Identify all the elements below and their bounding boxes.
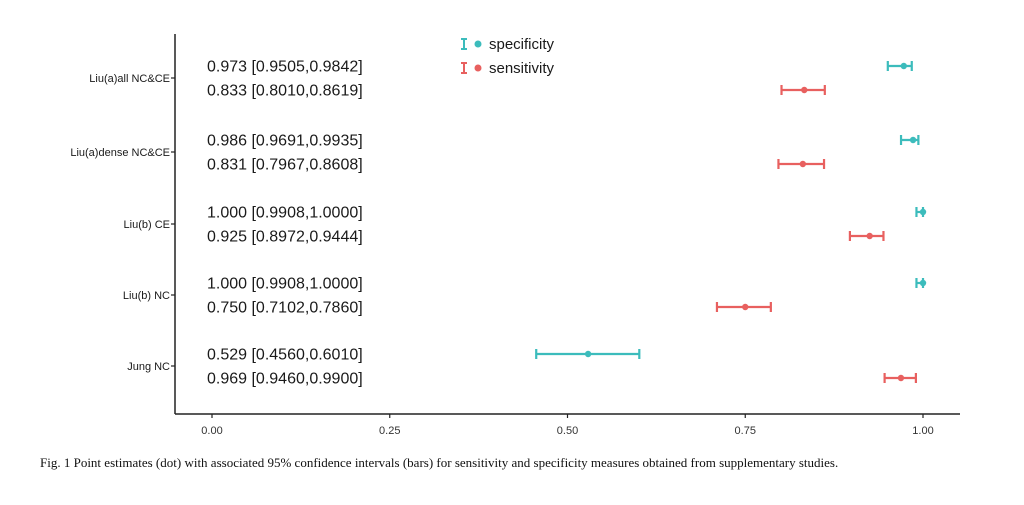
x-tick-label: 1.00	[912, 425, 933, 437]
sensitivity-estimate-label: 0.969 [0.9460,0.9900]	[207, 371, 363, 388]
specificity-point-estimate	[919, 208, 927, 216]
x-tick-label: 0.00	[201, 425, 222, 437]
legend-label-sensitivity: sensitivity	[489, 60, 555, 77]
study-label: Liu(b) NC	[123, 290, 170, 302]
x-tick-label: 0.25	[379, 425, 400, 437]
sensitivity-estimate-label: 0.925 [0.8972,0.9444]	[207, 229, 363, 246]
specificity-estimate-label: 0.529 [0.4560,0.6010]	[207, 347, 363, 364]
specificity-estimate-label: 0.973 [0.9505,0.9842]	[207, 59, 363, 76]
study-label: Liu(b) CE	[124, 219, 170, 231]
estimate-labels: 0.973 [0.9505,0.9842] 0.833 [0.8010,0.861…	[207, 59, 363, 388]
study-label: Liu(a)all NC&CE	[89, 73, 170, 85]
specificity-point-estimate	[919, 279, 927, 287]
confidence-interval-marks	[535, 61, 927, 383]
sensitivity-estimate-label: 0.750 [0.7102,0.7860]	[207, 300, 363, 317]
sensitivity-estimate-label: 0.833 [0.8010,0.8619]	[207, 83, 363, 100]
sensitivity-estimate-label: 0.831 [0.7967,0.8608]	[207, 157, 363, 174]
x-tick-label: 0.75	[735, 425, 756, 437]
figure-caption: Fig. 1 Point estimates (dot) with associ…	[40, 455, 839, 470]
sensitivity-point-estimate	[742, 303, 749, 311]
axes: 0.00 0.25 0.50 0.75 1.00 Liu(a)all NC&CE Liu(a…	[70, 34, 960, 437]
study-label: Jung NC	[127, 361, 170, 373]
sensitivity-point-estimate	[799, 160, 807, 168]
specificity-point-estimate	[909, 136, 917, 144]
specificity-estimate-label: 1.000 [0.9908,1.0000]	[207, 276, 363, 293]
sensitivity-point-estimate	[801, 86, 808, 94]
x-tick-label: 0.50	[557, 425, 578, 437]
legend-key-dot	[474, 64, 482, 72]
legend-key-dot	[474, 40, 482, 48]
sensitivity-point-estimate	[866, 232, 873, 240]
sensitivity-point-estimate	[897, 374, 905, 382]
specificity-estimate-label: 0.986 [0.9691,0.9935]	[207, 133, 363, 150]
legend: specificity sensitivity	[461, 36, 555, 77]
study-label: Liu(a)dense NC&CE	[70, 147, 170, 159]
specificity-point-estimate	[584, 350, 592, 358]
specificity-point-estimate	[900, 62, 908, 70]
specificity-estimate-label: 1.000 [0.9908,1.0000]	[207, 205, 363, 222]
legend-label-specificity: specificity	[489, 36, 555, 53]
